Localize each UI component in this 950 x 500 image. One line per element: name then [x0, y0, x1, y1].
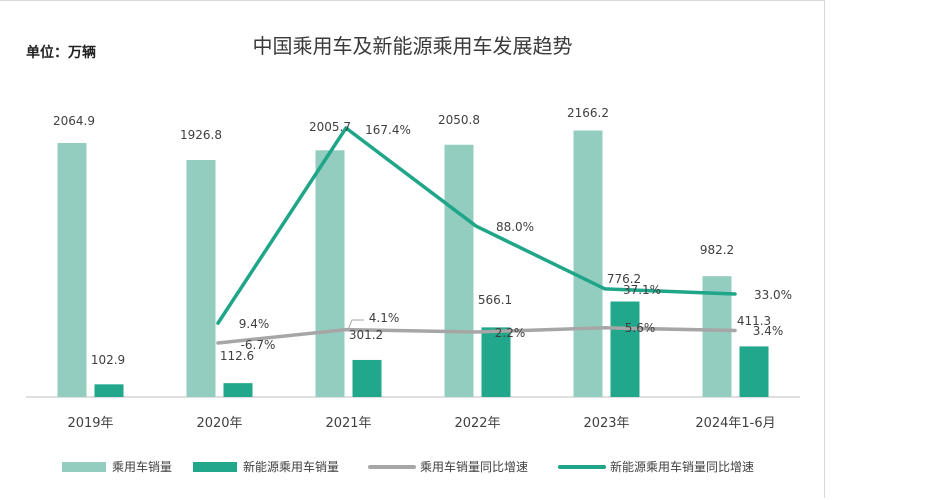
line-label-nev-growth-5: 33.0% [754, 288, 792, 302]
legend-swatch-1 [193, 462, 237, 472]
legend-label-1: 新能源乘用车销量 [243, 459, 339, 474]
bar-nev-1 [223, 383, 253, 397]
line-label-passenger-growth-5: 3.4% [753, 324, 784, 338]
bar-passenger-0 [57, 143, 87, 397]
bar-label-nev-2: 301.2 [349, 328, 383, 342]
chart-frame [0, 0, 825, 498]
line-label-nev-growth-2: 167.4% [365, 123, 411, 137]
x-tick-label-1: 2020年 [196, 416, 242, 431]
unit-label: 单位：万辆 [26, 45, 96, 61]
x-tick-label-5: 2024年1-6月 [695, 416, 775, 431]
chart-title: 中国乘用车及新能源乘用车发展趋势 [252, 34, 573, 58]
bar-passenger-2 [315, 150, 345, 397]
x-tick-label-3: 2022年 [454, 416, 500, 431]
line-label-passenger-growth-1: -6.7% [241, 338, 276, 352]
bar-label-passenger-5: 982.2 [700, 243, 734, 257]
legend-label-3: 新能源乘用车销量同比增速 [610, 459, 754, 474]
legend-label-0: 乘用车销量 [112, 459, 172, 474]
bar-nev-0 [94, 384, 124, 397]
bar-passenger-5 [702, 276, 732, 397]
line-label-passenger-growth-4: 5.6% [625, 321, 656, 335]
line-label-passenger-growth-3: 2.2% [495, 326, 526, 340]
bar-label-nev-5: 411.3 [737, 314, 771, 328]
x-tick-label-2: 2021年 [325, 416, 371, 431]
bar-nev-5 [739, 346, 769, 397]
bar-label-nev-3: 566.1 [478, 293, 512, 307]
bar-label-nev-0: 102.9 [91, 353, 125, 367]
legend-label-2: 乘用车销量同比增速 [420, 459, 528, 474]
bar-nev-2 [352, 359, 382, 397]
bar-label-passenger-1: 1926.8 [180, 128, 222, 142]
x-tick-label-4: 2023年 [583, 416, 629, 431]
bar-nev-3 [481, 327, 511, 397]
bar-label-nev-1: 112.6 [220, 349, 254, 363]
legend-swatch-0 [62, 462, 106, 472]
bar-label-passenger-2: 2005.7 [309, 120, 351, 134]
bar-passenger-4 [573, 130, 603, 397]
bar-passenger-3 [444, 144, 474, 397]
line-label-nev-growth-3: 88.0% [496, 220, 534, 234]
bar-nev-4 [610, 301, 640, 397]
line-label-passenger-growth-2: 4.1% [369, 311, 400, 325]
line-passenger-growth [216, 326, 737, 345]
label-leader [347, 319, 364, 331]
bar-label-passenger-4: 2166.2 [567, 106, 609, 120]
bar-label-passenger-0: 2064.9 [53, 114, 95, 128]
x-tick-label-0: 2019年 [67, 416, 113, 431]
line-nev-growth [216, 126, 737, 325]
line-label-nev-growth-4: 37.1% [623, 283, 661, 297]
bar-passenger-1 [186, 159, 216, 397]
line-label-nev-growth-1: 9.4% [239, 317, 270, 331]
bar-label-passenger-3: 2050.8 [438, 113, 480, 127]
bar-label-nev-4: 776.2 [607, 272, 641, 286]
